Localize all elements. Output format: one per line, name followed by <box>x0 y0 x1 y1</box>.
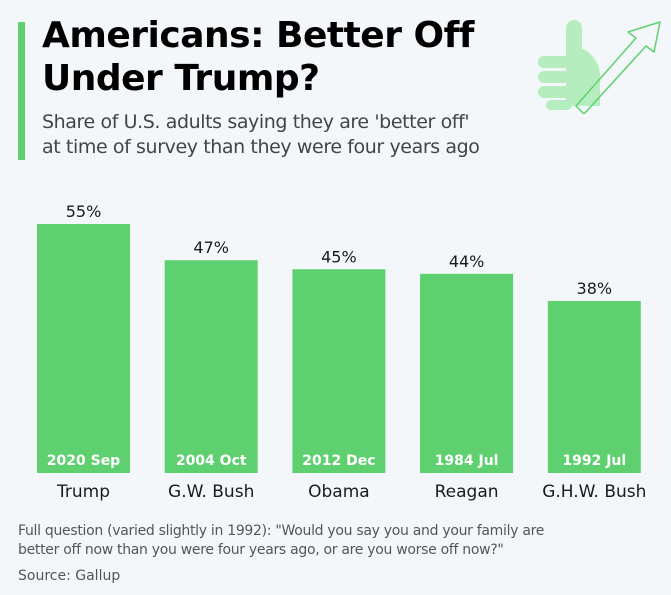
category-label: G.H.W. Bush <box>542 482 646 502</box>
footnote: Full question (varied slightly in 1992):… <box>18 522 658 560</box>
title-line-2: Under Trump? <box>42 58 320 99</box>
category-label: G.W. Bush <box>168 482 254 502</box>
bar-group: 47% 2004 Oct G.W. Bush <box>164 238 258 502</box>
bar-group: 45% 2012 Dec Obama <box>292 247 386 502</box>
bar <box>292 269 386 473</box>
bar-group: 55% 2020 Sep Trump <box>37 202 130 502</box>
footnote-line-2: better off now than you were four years … <box>18 542 504 558</box>
survey-date-label: 2020 Sep <box>47 453 120 469</box>
data-label: 45% <box>321 247 357 266</box>
bar <box>164 260 258 473</box>
bar-chart: 55% 2020 Sep Trump 47% 2004 Oct G.W. Bush 45% 2… <box>37 202 646 502</box>
data-label: 47% <box>193 238 229 257</box>
chart-title: Americans: Better Off Under Trump? <box>42 14 542 100</box>
bar-group: 38% 1992 Jul G.H.W. Bush <box>542 279 646 502</box>
bar <box>547 300 641 473</box>
bar <box>37 224 130 473</box>
data-label: 55% <box>66 202 102 221</box>
category-label: Trump <box>56 482 110 502</box>
bar-group: 44% 1984 Jul Reagan <box>420 252 514 502</box>
category-label: Obama <box>308 482 370 502</box>
survey-date-label: 1992 Jul <box>562 453 626 469</box>
survey-date-label: 2012 Dec <box>302 453 375 469</box>
category-label: Reagan <box>435 482 499 502</box>
thumbs-up-icon <box>538 20 601 110</box>
source-label: Source: Gallup <box>18 568 121 584</box>
subtitle-line-2: at time of survey than they were four ye… <box>42 136 480 158</box>
chart-subtitle: Share of U.S. adults saying they are 'be… <box>42 110 602 160</box>
title-line-1: Americans: Better Off <box>42 15 474 56</box>
rising-arrow-icon <box>575 21 661 114</box>
data-label: 44% <box>449 252 485 271</box>
title-accent-bar <box>18 22 25 160</box>
footnote-line-1: Full question (varied slightly in 1992):… <box>18 523 545 539</box>
subtitle-line-1: Share of U.S. adults saying they are 'be… <box>42 111 470 133</box>
data-label: 38% <box>577 279 613 298</box>
survey-date-label: 1984 Jul <box>435 453 499 469</box>
bar <box>420 273 514 473</box>
survey-date-label: 2004 Oct <box>176 453 247 469</box>
thumbs-up-arrow-icon <box>538 20 661 114</box>
